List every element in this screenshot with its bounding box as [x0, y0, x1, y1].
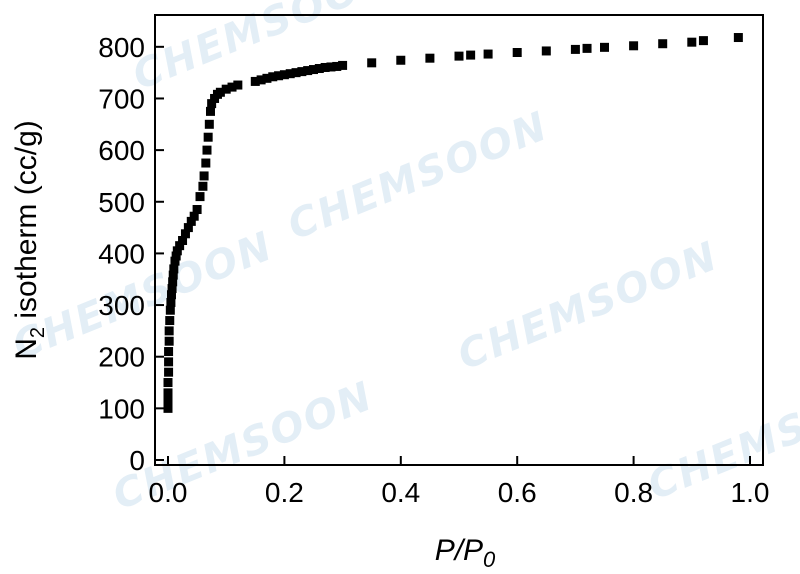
data-point — [221, 84, 231, 94]
x-axis-title: P/P0 — [435, 534, 496, 572]
data-point — [215, 87, 225, 97]
y-tick-label: 600 — [98, 135, 145, 166]
data-point — [570, 44, 580, 54]
data-point — [205, 106, 215, 116]
data-point — [199, 171, 209, 181]
data-point — [274, 71, 284, 81]
plot-frame — [154, 14, 764, 466]
data-point — [291, 68, 301, 78]
data-point — [186, 216, 196, 226]
data-point — [202, 145, 212, 155]
data-point — [303, 66, 313, 76]
data-point — [183, 223, 193, 233]
data-point — [309, 65, 318, 75]
y-tick-label: 100 — [98, 393, 145, 424]
data-point — [207, 99, 217, 109]
data-series — [163, 33, 743, 413]
data-point — [172, 246, 182, 256]
x-tick-label: 0.4 — [381, 477, 420, 508]
watermark-text: CHEMSOON — [107, 373, 380, 519]
data-point — [168, 270, 178, 280]
data-point — [164, 326, 174, 336]
x-axis-ticks: 0.0 0.2 0.4 0.6 0.8 1.0 — [149, 456, 770, 508]
data-point — [314, 64, 324, 74]
data-point — [227, 82, 237, 92]
x-tick-label: 0.0 — [149, 477, 188, 508]
data-point — [582, 43, 592, 53]
data-point — [698, 36, 708, 46]
data-point — [165, 316, 175, 326]
data-point — [163, 378, 173, 388]
y-tick-label: 300 — [98, 290, 145, 321]
data-point — [168, 277, 178, 287]
data-point — [541, 46, 551, 56]
data-point — [332, 61, 342, 71]
y-axis-title: N2 isotherm (cc/g) — [10, 120, 49, 360]
x-tick-label: 0.8 — [614, 477, 653, 508]
data-point — [170, 256, 180, 266]
data-point — [367, 58, 377, 68]
data-point — [163, 396, 173, 406]
data-point — [167, 284, 177, 294]
data-point — [262, 73, 272, 83]
y-tick-label: 700 — [98, 83, 145, 114]
data-point — [189, 211, 199, 221]
data-point — [192, 205, 202, 215]
data-point — [250, 76, 260, 86]
x-tick-label: 1.0 — [731, 477, 770, 508]
data-point — [198, 181, 208, 191]
x-tick-label: 0.6 — [498, 477, 537, 508]
y-axis-ticks: 0 100 200 300 400 500 600 700 800 — [98, 32, 164, 476]
data-point — [201, 158, 211, 168]
watermark-text: CHEMSOON — [282, 103, 555, 249]
watermark-text: CHEMSOON — [452, 233, 725, 379]
data-point — [169, 264, 179, 274]
watermark-text: CHEMSOON — [642, 363, 800, 509]
data-point — [687, 37, 697, 47]
data-point — [175, 241, 185, 251]
y-tick-label: 200 — [98, 342, 145, 373]
data-point — [396, 55, 406, 65]
data-point — [454, 51, 464, 61]
data-point — [166, 297, 176, 307]
data-point — [483, 49, 493, 59]
data-point — [164, 347, 174, 357]
data-point — [178, 236, 188, 245]
data-point — [195, 192, 205, 202]
data-point — [164, 357, 174, 367]
data-point — [180, 229, 190, 239]
data-point — [163, 403, 173, 413]
data-point — [171, 251, 181, 261]
data-point — [629, 41, 639, 51]
data-point — [658, 39, 668, 49]
x-tick-label: 0.2 — [265, 477, 304, 508]
y-tick-label: 800 — [98, 32, 145, 63]
data-point — [256, 75, 266, 85]
data-point — [203, 132, 213, 142]
data-point — [268, 72, 278, 82]
data-point — [164, 336, 174, 346]
data-point — [163, 388, 173, 398]
data-point — [285, 69, 295, 79]
data-point — [466, 50, 476, 60]
data-point — [512, 48, 522, 58]
y-tick-label: 0 — [129, 445, 145, 476]
y-tick-label: 400 — [98, 238, 145, 269]
data-point — [600, 42, 609, 52]
data-point — [297, 67, 307, 77]
data-point — [166, 290, 176, 300]
data-point — [279, 70, 289, 80]
data-point — [733, 33, 743, 43]
data-point — [338, 60, 348, 70]
data-point — [164, 367, 174, 377]
data-point — [326, 62, 336, 72]
data-point — [204, 119, 214, 129]
data-point — [165, 305, 175, 315]
data-point — [320, 62, 330, 72]
data-point — [425, 53, 435, 63]
y-tick-label: 500 — [98, 187, 145, 218]
data-point — [233, 80, 243, 90]
